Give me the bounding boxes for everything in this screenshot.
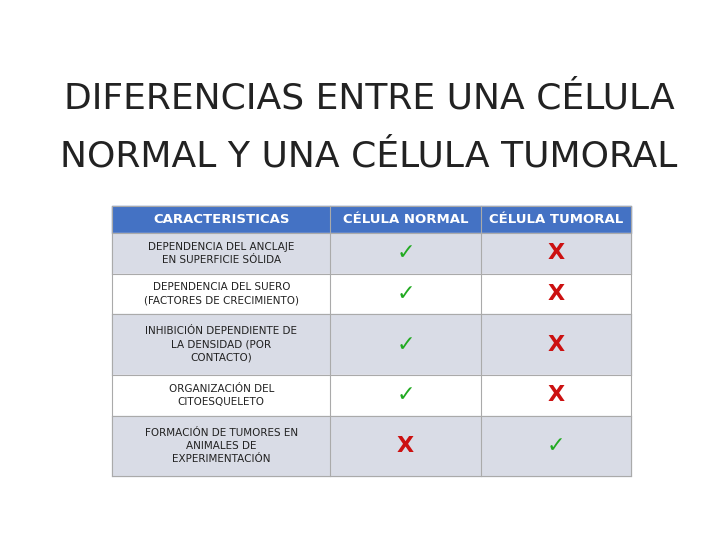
Text: ✓: ✓ xyxy=(396,244,415,264)
Bar xyxy=(112,314,330,375)
Text: CARACTERISTICAS: CARACTERISTICAS xyxy=(153,213,289,226)
Text: CÉLULA NORMAL: CÉLULA NORMAL xyxy=(343,213,468,226)
Bar xyxy=(481,314,631,375)
Bar xyxy=(481,274,631,314)
Bar xyxy=(330,375,481,416)
Text: ✓: ✓ xyxy=(396,335,415,355)
Bar xyxy=(330,206,481,233)
Bar xyxy=(481,416,631,476)
Text: X: X xyxy=(397,436,414,456)
Bar xyxy=(330,314,481,375)
Text: NORMAL Y UNA CÉLULA TUMORAL: NORMAL Y UNA CÉLULA TUMORAL xyxy=(60,140,678,174)
Text: DEPENDENCIA DEL ANCLAJE
EN SUPERFICIE SÓLIDA: DEPENDENCIA DEL ANCLAJE EN SUPERFICIE SÓ… xyxy=(148,242,294,265)
Text: X: X xyxy=(547,284,564,304)
Text: ✓: ✓ xyxy=(396,284,415,304)
Text: DIFERENCIAS ENTRE UNA CÉLULA: DIFERENCIAS ENTRE UNA CÉLULA xyxy=(63,82,675,116)
Text: ✓: ✓ xyxy=(396,386,415,406)
Text: ✓: ✓ xyxy=(546,436,565,456)
Bar xyxy=(481,206,631,233)
Text: ORGANIZACIÓN DEL
CITOESQUELETO: ORGANIZACIÓN DEL CITOESQUELETO xyxy=(168,384,274,407)
Bar xyxy=(481,375,631,416)
Text: DEPENDENCIA DEL SUERO
(FACTORES DE CRECIMIENTO): DEPENDENCIA DEL SUERO (FACTORES DE CRECI… xyxy=(144,282,299,306)
Text: INHIBICIÓN DEPENDIENTE DE
LA DENSIDAD (POR
CONTACTO): INHIBICIÓN DEPENDIENTE DE LA DENSIDAD (P… xyxy=(145,327,297,363)
Bar xyxy=(112,233,330,274)
Text: FORMACIÓN DE TUMORES EN
ANIMALES DE
EXPERIMENTACIÓN: FORMACIÓN DE TUMORES EN ANIMALES DE EXPE… xyxy=(145,428,298,464)
Text: CÉLULA TUMORAL: CÉLULA TUMORAL xyxy=(489,213,623,226)
Text: X: X xyxy=(547,244,564,264)
Bar xyxy=(330,416,481,476)
Bar xyxy=(112,375,330,416)
Bar xyxy=(112,416,330,476)
Bar xyxy=(112,274,330,314)
Bar xyxy=(112,206,330,233)
Bar xyxy=(481,233,631,274)
Bar xyxy=(330,233,481,274)
Bar xyxy=(330,274,481,314)
Text: X: X xyxy=(547,386,564,406)
Text: X: X xyxy=(547,335,564,355)
